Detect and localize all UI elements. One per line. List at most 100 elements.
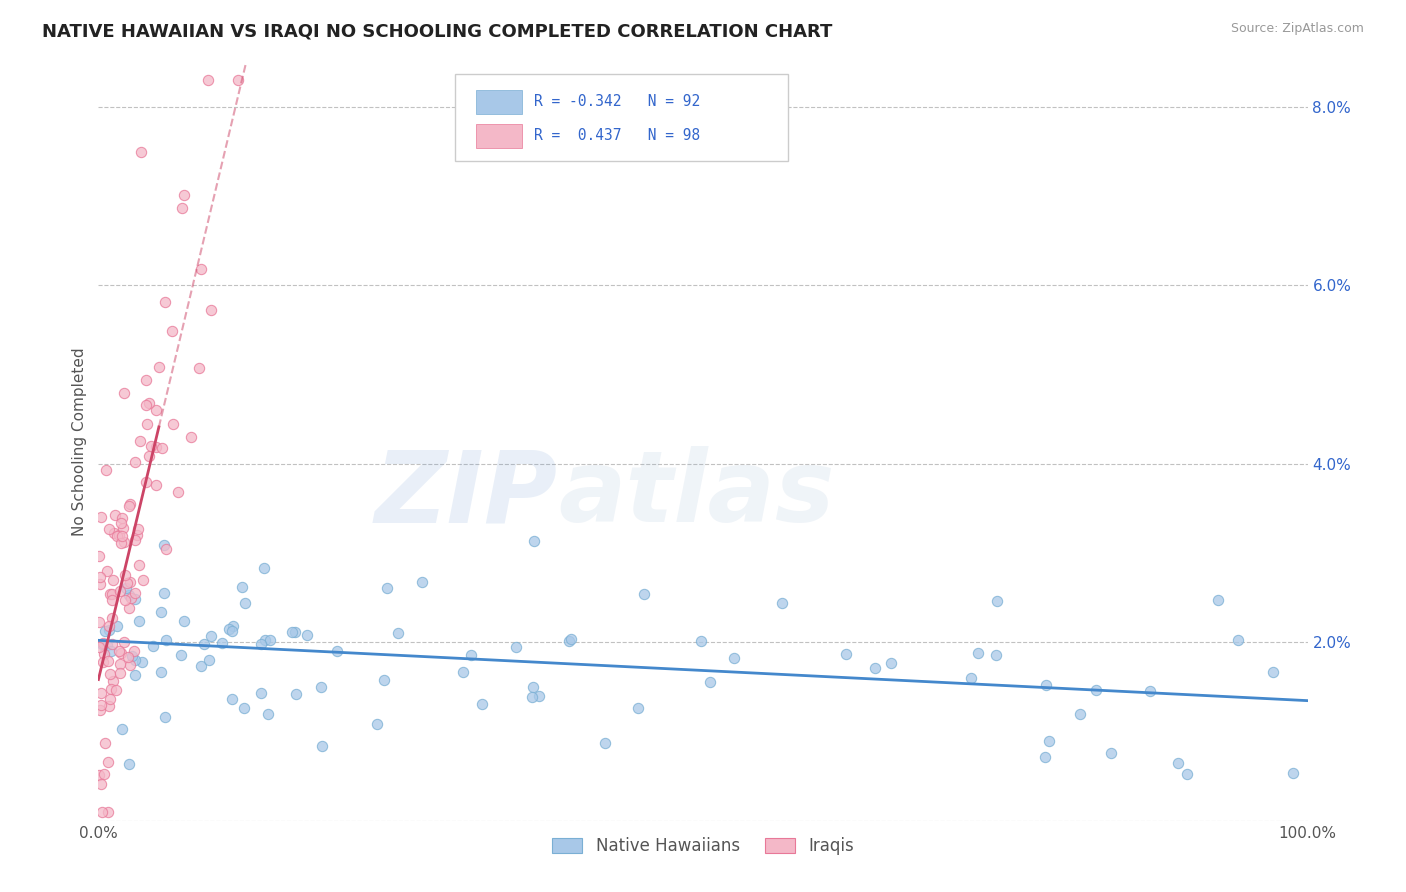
Point bbox=[91, 637, 114, 651]
Point bbox=[97, 699, 120, 714]
Point bbox=[1084, 683, 1107, 698]
Point bbox=[162, 417, 184, 431]
Point bbox=[967, 646, 990, 660]
Point bbox=[112, 635, 135, 649]
Point bbox=[627, 701, 650, 715]
Point bbox=[101, 611, 124, 625]
Point bbox=[98, 586, 121, 600]
Point bbox=[254, 632, 277, 647]
Point bbox=[366, 716, 388, 731]
Point bbox=[111, 529, 134, 543]
Point bbox=[87, 549, 110, 564]
Text: atlas: atlas bbox=[558, 446, 834, 543]
Point bbox=[124, 668, 146, 682]
Point bbox=[1227, 633, 1250, 648]
Point bbox=[1033, 749, 1056, 764]
Point bbox=[723, 651, 745, 665]
Text: NATIVE HAWAIIAN VS IRAQI NO SCHOOLING COMPLETED CORRELATION CHART: NATIVE HAWAIIAN VS IRAQI NO SCHOOLING CO… bbox=[42, 22, 832, 40]
Point bbox=[90, 698, 112, 713]
Point bbox=[97, 805, 120, 819]
Point bbox=[211, 636, 233, 650]
Point bbox=[127, 528, 149, 542]
Text: ZIP: ZIP bbox=[375, 446, 558, 543]
Point bbox=[100, 681, 122, 696]
Point bbox=[233, 596, 256, 610]
Point bbox=[257, 706, 280, 721]
Point bbox=[110, 516, 132, 531]
Point bbox=[108, 644, 131, 658]
Point bbox=[180, 430, 202, 444]
Point bbox=[104, 682, 127, 697]
Point bbox=[373, 673, 395, 687]
Point bbox=[97, 755, 120, 769]
Point bbox=[150, 665, 173, 679]
Point bbox=[117, 600, 139, 615]
Point bbox=[523, 534, 546, 549]
Point bbox=[128, 558, 150, 573]
Point bbox=[153, 295, 176, 310]
Point bbox=[170, 201, 193, 215]
Point bbox=[91, 655, 114, 669]
Point bbox=[89, 768, 111, 782]
Point bbox=[117, 576, 139, 591]
Point bbox=[90, 805, 112, 819]
Point bbox=[150, 441, 173, 455]
Point bbox=[111, 521, 134, 535]
Point bbox=[522, 690, 544, 705]
Point bbox=[595, 736, 617, 750]
Point bbox=[1175, 767, 1198, 781]
Point bbox=[89, 615, 111, 630]
Point bbox=[145, 440, 167, 454]
Point bbox=[135, 475, 157, 489]
Point bbox=[155, 709, 177, 723]
Point bbox=[155, 632, 177, 647]
Point bbox=[97, 522, 120, 536]
Point bbox=[114, 581, 136, 595]
Point bbox=[124, 644, 146, 658]
Point bbox=[770, 596, 793, 610]
Point bbox=[118, 756, 141, 771]
Point bbox=[226, 73, 249, 87]
Point bbox=[1261, 665, 1284, 680]
Point bbox=[960, 672, 983, 686]
Point bbox=[114, 593, 136, 607]
Point bbox=[200, 303, 222, 318]
Point bbox=[120, 591, 142, 605]
Point bbox=[1099, 746, 1122, 760]
Point bbox=[98, 667, 121, 681]
Point bbox=[132, 573, 155, 587]
Point bbox=[297, 627, 319, 641]
Point bbox=[112, 534, 135, 549]
Point bbox=[103, 526, 125, 541]
Point bbox=[451, 665, 474, 680]
Point bbox=[100, 644, 122, 658]
Point bbox=[139, 439, 162, 453]
Point bbox=[218, 622, 240, 636]
Point bbox=[101, 637, 124, 651]
Point bbox=[105, 619, 128, 633]
Point bbox=[111, 511, 134, 525]
Point bbox=[110, 584, 132, 599]
Point bbox=[1281, 766, 1303, 780]
Point bbox=[460, 648, 482, 662]
Point bbox=[129, 145, 152, 159]
Point bbox=[167, 484, 190, 499]
Point bbox=[89, 570, 111, 584]
Point bbox=[117, 650, 139, 665]
Point bbox=[89, 640, 111, 654]
Point bbox=[326, 644, 349, 658]
Point bbox=[387, 626, 409, 640]
Legend: Native Hawaiians, Iraqis: Native Hawaiians, Iraqis bbox=[546, 830, 860, 862]
Point bbox=[170, 648, 193, 662]
Point bbox=[690, 634, 713, 648]
Point bbox=[138, 396, 160, 410]
Point bbox=[94, 463, 117, 477]
Point bbox=[105, 529, 128, 543]
Point bbox=[90, 777, 112, 791]
Point bbox=[221, 692, 243, 706]
Point bbox=[153, 538, 176, 552]
Point bbox=[118, 500, 141, 514]
Point bbox=[250, 637, 273, 651]
Point bbox=[142, 640, 165, 654]
Point bbox=[284, 624, 307, 639]
